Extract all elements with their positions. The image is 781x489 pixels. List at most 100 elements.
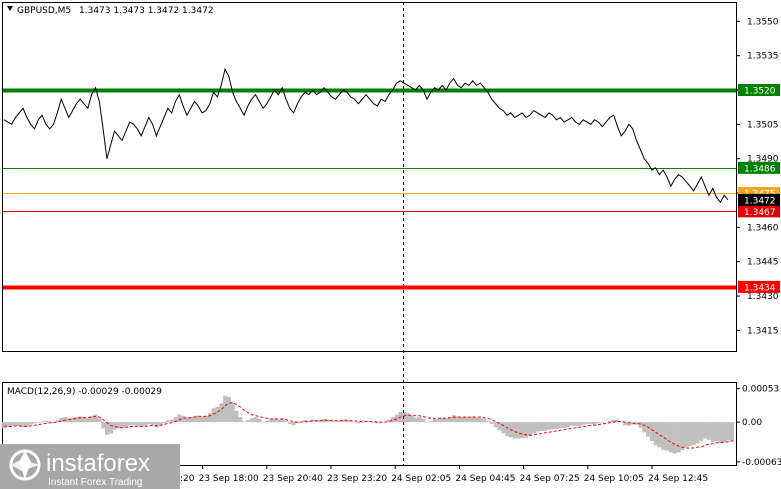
- macd-histogram-bar: [394, 414, 399, 423]
- macd-histogram-bar: [482, 419, 487, 423]
- macd-histogram-bar: [112, 422, 117, 430]
- macd-histogram-bar: [169, 419, 174, 423]
- macd-histogram-bar: [657, 422, 662, 448]
- macd-histogram-bar: [596, 422, 601, 424]
- chart-symbol: GBPUSD,M5: [17, 6, 71, 16]
- macd-histogram-bar: [192, 415, 197, 423]
- macd-histogram-bar: [13, 422, 18, 426]
- macd-histogram-bar: [204, 415, 209, 423]
- macd-histogram-bar: [390, 417, 395, 423]
- macd-histogram-bar: [28, 422, 33, 425]
- time-tick-label: 23 Sep 20:40: [263, 474, 323, 484]
- macd-histogram-bar: [25, 422, 30, 427]
- macd-histogram-bar: [432, 419, 437, 423]
- price-tick-label: 1.3490: [747, 155, 779, 165]
- macd-histogram-bar: [680, 422, 685, 450]
- macd-histogram-bar: [108, 422, 113, 434]
- macd-histogram-bar: [261, 421, 266, 423]
- price-axis: 1.35501.35351.35201.35051.34901.34751.34…: [736, 17, 780, 336]
- level-tag-3: [738, 205, 780, 218]
- macd-histogram-bar: [265, 420, 270, 423]
- macd-histogram-bar: [547, 422, 552, 430]
- macd-histogram-bar: [608, 420, 613, 423]
- macd-histogram-bar: [463, 416, 468, 423]
- macd-histogram-bar: [93, 414, 98, 423]
- macd-histogram-bar: [345, 420, 350, 423]
- level-tag-label: 1.3434: [744, 283, 776, 293]
- macd-histogram-bar: [135, 422, 140, 426]
- macd-histogram-bar: [520, 422, 525, 438]
- macd-histogram-bar: [474, 417, 479, 423]
- time-tick-label: 23 Sep 18:00: [199, 474, 259, 484]
- macd-histogram-bar: [226, 396, 231, 423]
- macd-histogram-bar: [592, 422, 597, 425]
- macd-histogram-bar: [276, 419, 281, 423]
- macd-histogram-bar: [341, 419, 346, 423]
- price-tick-label: 1.3505: [747, 120, 779, 130]
- macd-histogram-bar: [505, 422, 510, 436]
- level-tag-label: 1.3467: [744, 208, 776, 218]
- macd-histogram-bar: [291, 422, 296, 426]
- macd-histogram-bar: [238, 417, 243, 423]
- macd-histogram-bar: [554, 422, 559, 429]
- macd-histogram-bar: [676, 422, 681, 453]
- price-tick-label: 1.3535: [747, 52, 779, 62]
- macd-histogram-bar: [36, 422, 41, 423]
- macd-histogram-bar: [284, 420, 289, 423]
- macd-histogram-bar: [615, 419, 620, 423]
- macd-histogram-bar: [356, 422, 361, 424]
- symbol-dropdown-icon[interactable]: [7, 6, 13, 11]
- macd-histogram-bar: [684, 422, 689, 448]
- logo-tagline: Instant Forex Trading: [48, 477, 143, 488]
- macd-histogram-bar: [310, 419, 315, 423]
- macd-histogram-bar: [550, 422, 555, 429]
- macd-histogram-bar: [440, 417, 445, 423]
- macd-histogram-bar: [467, 417, 472, 423]
- macd-histogram-bar: [604, 422, 609, 423]
- macd-histogram-bar: [85, 418, 90, 423]
- macd-histogram-bar: [459, 417, 464, 423]
- macd-histogram-bar: [249, 418, 254, 423]
- macd-histogram-bar: [455, 416, 460, 423]
- macd-histogram-bar: [242, 421, 247, 423]
- macd-histogram-bar: [66, 418, 71, 423]
- macd-histogram-bar: [173, 417, 178, 423]
- macd-histogram-bar: [215, 407, 220, 423]
- macd-histogram-bar: [413, 417, 418, 423]
- macd-histogram-bar: [154, 422, 159, 428]
- macd-histogram-bar: [257, 419, 262, 423]
- macd-histogram-bar: [165, 420, 170, 423]
- macd-signal-line: [3, 402, 736, 449]
- macd-histogram-bar: [97, 418, 102, 423]
- macd-histogram-bar: [116, 422, 121, 429]
- macd-tick-label: -0.00063: [742, 458, 781, 468]
- macd-histogram-bar: [691, 422, 696, 445]
- macd-histogram-bar: [619, 422, 624, 423]
- macd-histogram-bar: [726, 422, 731, 441]
- macd-histogram-bar: [688, 422, 693, 447]
- macd-histogram-bar: [649, 422, 654, 441]
- macd-histogram-bar: [703, 422, 708, 439]
- macd-histogram-bar: [600, 422, 605, 423]
- macd-axis: 0.00053 0.00 -0.00063: [736, 385, 781, 468]
- macd-histogram-bar: [44, 420, 49, 423]
- macd-histogram-bar: [32, 422, 37, 424]
- macd-histogram-bar: [40, 421, 45, 423]
- logo-emblem-icon: [9, 449, 41, 481]
- macd-histogram-bar: [516, 422, 521, 439]
- macd-histogram-bar: [253, 417, 258, 423]
- macd-histogram-bar: [207, 413, 212, 423]
- macd-histogram-bar: [326, 419, 331, 423]
- macd-histogram-bar: [581, 422, 586, 425]
- macd-histogram-bar: [268, 419, 273, 423]
- level-tag-0: [738, 84, 780, 96]
- macd-histogram-bar: [17, 422, 22, 426]
- macd-histogram-bar: [139, 422, 144, 428]
- macd-histogram-bar: [74, 417, 79, 423]
- macd-histogram-bar: [406, 413, 411, 423]
- macd-histogram-bar: [120, 422, 125, 428]
- macd-histogram-bar: [421, 419, 426, 423]
- price-tick-label: 1.3445: [747, 258, 779, 268]
- macd-histogram-bar: [230, 403, 235, 423]
- macd-histogram-bar: [131, 422, 136, 426]
